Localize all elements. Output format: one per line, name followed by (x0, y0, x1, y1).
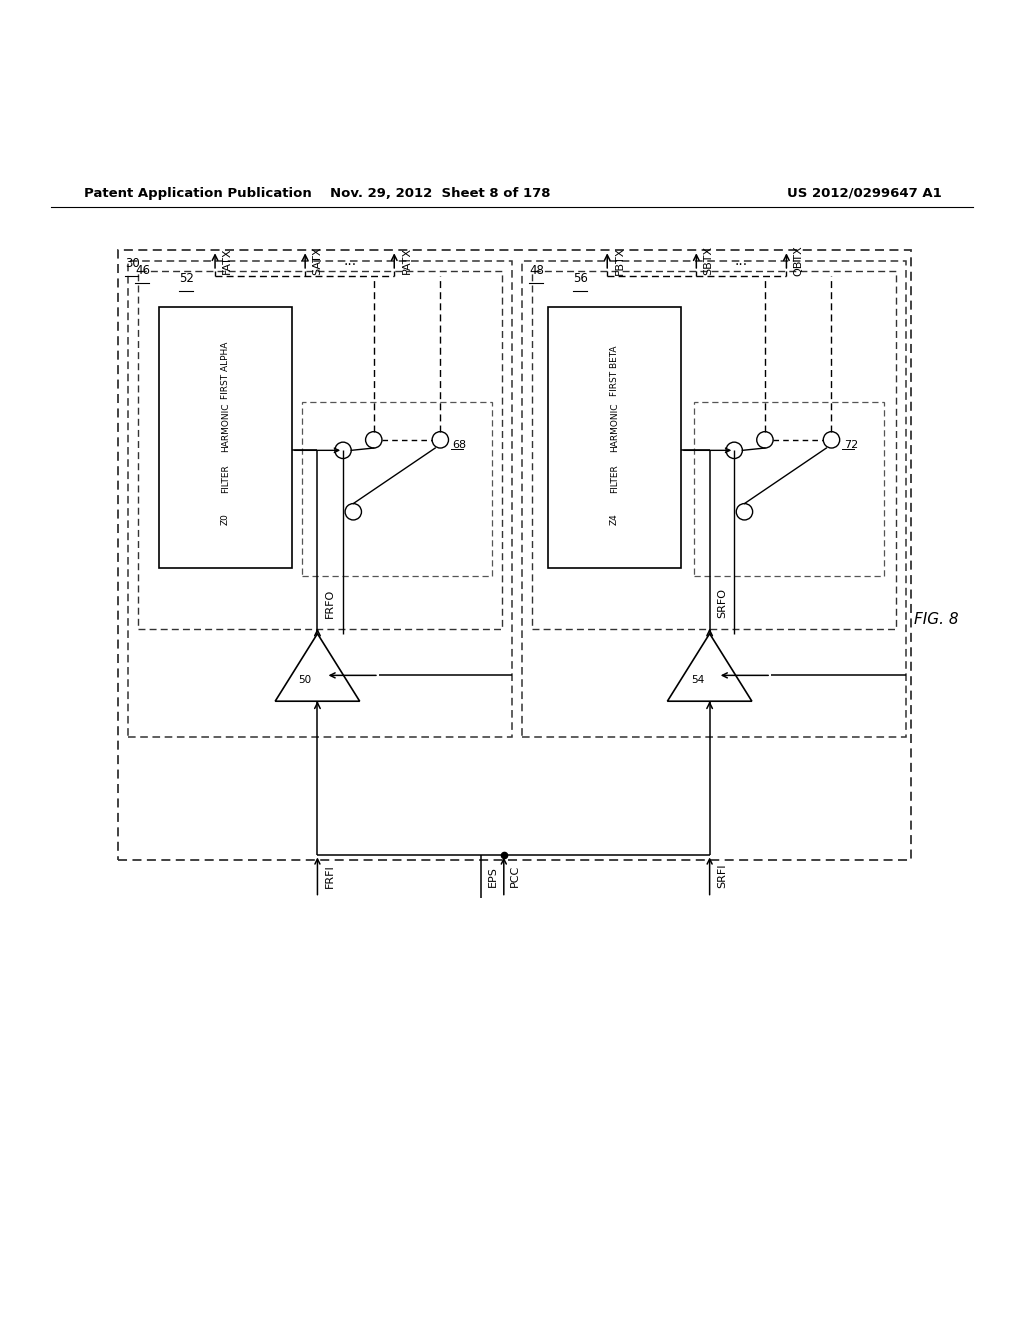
Text: 54: 54 (691, 676, 703, 685)
Text: FIRST BETA: FIRST BETA (610, 346, 618, 396)
Text: 68: 68 (453, 440, 467, 450)
Text: HARMONIC: HARMONIC (221, 403, 229, 451)
Text: QBTX: QBTX (794, 246, 804, 276)
Text: FATX: FATX (222, 247, 232, 273)
Text: PCC: PCC (510, 865, 520, 887)
Text: Z0: Z0 (221, 513, 229, 525)
Text: FILTER: FILTER (221, 463, 229, 492)
Text: 52: 52 (179, 272, 195, 285)
Text: FIG. 8: FIG. 8 (914, 611, 959, 627)
Text: FILTER: FILTER (610, 463, 618, 492)
Text: Z4: Z4 (610, 513, 618, 525)
Text: FIRST ALPHA: FIRST ALPHA (221, 342, 229, 400)
Text: Nov. 29, 2012  Sheet 8 of 178: Nov. 29, 2012 Sheet 8 of 178 (330, 186, 551, 199)
Text: FRFI: FRFI (325, 865, 335, 888)
Text: 48: 48 (529, 264, 545, 277)
Text: Patent Application Publication: Patent Application Publication (84, 186, 311, 199)
Text: FBTX: FBTX (614, 247, 625, 275)
Text: SATX: SATX (312, 247, 323, 275)
Text: FRFO: FRFO (325, 589, 335, 618)
Text: SRFO: SRFO (717, 587, 727, 618)
Text: ...: ... (343, 253, 356, 268)
Text: ...: ... (735, 253, 748, 268)
Text: 72: 72 (844, 440, 858, 450)
Text: EPS: EPS (487, 866, 498, 887)
Text: US 2012/0299647 A1: US 2012/0299647 A1 (787, 186, 942, 199)
Text: 50: 50 (299, 676, 311, 685)
Text: HARMONIC: HARMONIC (610, 403, 618, 451)
Text: SRFI: SRFI (717, 863, 727, 888)
Text: 30: 30 (125, 257, 139, 269)
Text: 46: 46 (135, 264, 151, 277)
Text: SBTX: SBTX (703, 246, 714, 275)
Text: PATX: PATX (401, 247, 412, 275)
Text: 56: 56 (573, 272, 589, 285)
